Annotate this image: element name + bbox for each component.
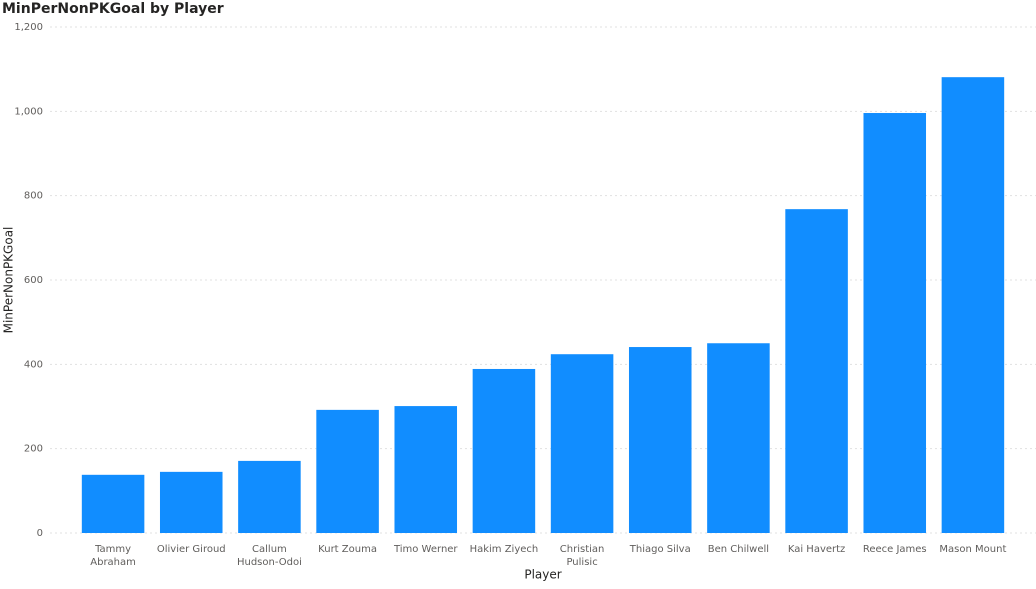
x-tick-label: Tammy Abraham bbox=[90, 544, 136, 568]
bar bbox=[628, 347, 692, 533]
x-tick-label: Hakim Ziyech bbox=[469, 544, 539, 555]
x-tick-label: Timo Werner bbox=[393, 544, 458, 555]
y-tick-label: 800 bbox=[24, 191, 43, 202]
x-tick-label: Christian Pulisic bbox=[559, 544, 605, 568]
y-tick-label: 200 bbox=[24, 444, 43, 455]
bar bbox=[394, 406, 458, 533]
x-tick-label: Kai Havertz bbox=[787, 544, 846, 555]
y-tick-label: 1,200 bbox=[14, 22, 43, 33]
y-axis-title: MinPerNonPKGoal bbox=[2, 227, 16, 334]
x-axis-title: Player bbox=[524, 568, 561, 582]
bar bbox=[81, 474, 145, 533]
x-tick-label: Ben Chilwell bbox=[707, 544, 770, 555]
bar bbox=[550, 354, 614, 533]
bar bbox=[316, 409, 379, 533]
y-tick-label: 0 bbox=[37, 528, 43, 539]
y-tick-label: 600 bbox=[24, 275, 43, 286]
x-tick-label: Reece James bbox=[862, 544, 927, 555]
bar bbox=[707, 343, 770, 533]
chart-title: MinPerNonPKGoal by Player bbox=[2, 1, 224, 17]
x-tick-label: Olivier Giroud bbox=[156, 544, 226, 555]
bar bbox=[472, 368, 536, 533]
x-tick-label: Kurt Zouma bbox=[318, 544, 377, 555]
bar bbox=[238, 460, 301, 533]
bar bbox=[863, 113, 927, 534]
y-tick-label: 1,000 bbox=[14, 106, 43, 117]
y-tick-label: 400 bbox=[24, 359, 43, 370]
bar bbox=[159, 471, 223, 533]
x-tick-label: Callum Hudson-Odoi bbox=[236, 544, 302, 568]
bar bbox=[941, 77, 1005, 533]
bar bbox=[785, 209, 848, 533]
x-tick-label: Thiago Silva bbox=[629, 544, 691, 555]
x-tick-label: Mason Mount bbox=[939, 544, 1007, 555]
